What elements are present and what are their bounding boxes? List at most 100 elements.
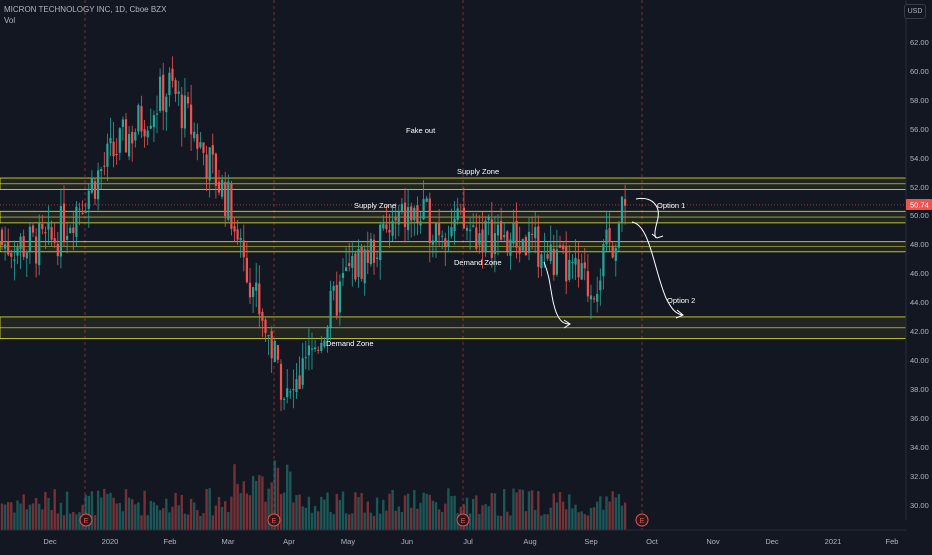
demand-zone-label[interactable]: Demand Zone	[454, 258, 502, 267]
currency-button[interactable]: USD	[904, 4, 926, 19]
volume-bar	[211, 515, 214, 530]
volume-bar	[416, 508, 419, 530]
candle-body	[295, 379, 298, 392]
candle-body	[10, 253, 13, 257]
candle-body	[441, 235, 444, 237]
candle-body	[183, 95, 186, 129]
candle-body	[562, 245, 565, 250]
candle-body	[152, 115, 155, 128]
option-1-arrow[interactable]	[635, 197, 664, 239]
candle-body	[369, 238, 372, 265]
candle-body	[472, 225, 475, 227]
earnings-marker[interactable]: E	[79, 513, 93, 527]
candle-body	[267, 335, 270, 337]
volume-bar	[357, 497, 360, 530]
candle-body	[118, 128, 121, 153]
candle-body	[211, 145, 214, 155]
svg-text:E: E	[84, 518, 89, 525]
volume-bar	[239, 493, 242, 530]
price-tick: 60.00	[910, 67, 929, 76]
candle-body	[599, 280, 602, 291]
volume-indicator-label[interactable]: Vol	[4, 16, 16, 25]
symbol-title[interactable]: MICRON TECHNOLOGY INC, 1D, Cboe BZX	[4, 5, 167, 14]
volume-bar	[518, 489, 521, 530]
volume-bar	[602, 509, 605, 530]
volume-bar	[19, 503, 22, 530]
candle-body	[354, 253, 357, 280]
candle-body	[496, 224, 500, 236]
volume-bar	[72, 511, 75, 530]
option-2-arrow[interactable]	[631, 221, 684, 319]
earnings-marker[interactable]: E	[456, 513, 470, 527]
earnings-marker[interactable]: E	[635, 513, 649, 527]
earnings-markers[interactable]: E E E E	[79, 513, 649, 527]
volume-bar	[441, 512, 444, 530]
volume-bar	[403, 495, 407, 530]
time-axis[interactable]: Dec 2020 Feb Mar Apr May Jun Jul Aug Sep…	[0, 529, 906, 546]
time-label: Aug	[523, 537, 536, 546]
chart-header[interactable]: MICRON TECHNOLOGY INC, 1D, Cboe BZX Vol	[4, 4, 166, 26]
volume-bar	[155, 505, 159, 530]
volume-bar	[143, 490, 146, 530]
volume-bar	[31, 503, 35, 530]
volume-bar	[242, 481, 245, 530]
volume-bar	[425, 493, 428, 530]
volume-bar	[25, 509, 28, 530]
candle-body	[391, 220, 394, 236]
volume-bar	[468, 513, 472, 530]
volume-bar	[202, 513, 205, 530]
candle-body	[503, 234, 506, 238]
volume-bar	[47, 498, 50, 530]
supply-zone-label[interactable]: Supply Zone	[354, 201, 396, 210]
candle-body	[431, 240, 434, 245]
candle-body	[19, 236, 22, 250]
supply-zone-label[interactable]: Supply Zone	[457, 167, 499, 176]
volume-bar	[127, 497, 131, 530]
option-2-label[interactable]: Option 2	[667, 296, 695, 305]
volume-bar	[183, 513, 187, 530]
price-axis[interactable]: 62.00 60.00 58.00 56.00 54.00 52.00 50.0…	[905, 0, 932, 520]
demand-zone-label[interactable]: Demand Zone	[326, 339, 374, 348]
candle-body	[524, 236, 527, 256]
drop-arrow[interactable]	[543, 261, 571, 329]
candle-body	[196, 134, 199, 149]
time-label: Oct	[646, 537, 659, 546]
price-tick: 44.00	[910, 298, 929, 307]
candle-body	[4, 244, 7, 249]
candle-body	[75, 206, 78, 237]
candle-body	[320, 342, 323, 351]
volume-bar	[276, 467, 280, 530]
candle-body	[589, 295, 593, 300]
candle-body	[242, 240, 245, 258]
option-1-label[interactable]: Option 1	[657, 201, 685, 210]
candle-body	[351, 256, 354, 268]
candle-body	[168, 72, 171, 95]
volume-bar	[7, 502, 10, 530]
candle-body	[289, 391, 292, 393]
price-tick: 32.00	[910, 472, 929, 481]
volume-bar	[589, 508, 593, 530]
fake-out-label[interactable]: Fake out	[406, 126, 436, 135]
volume-bar	[214, 505, 218, 530]
volume-bar	[224, 501, 227, 530]
candle-body	[236, 229, 239, 240]
volume-bar	[273, 460, 276, 530]
price-tick: 38.00	[910, 385, 929, 394]
candle-body	[230, 183, 233, 229]
candle-body	[450, 227, 453, 237]
candle-body	[366, 249, 369, 263]
earnings-marker[interactable]: E	[267, 513, 281, 527]
time-label: Sep	[584, 537, 597, 546]
candle-body	[56, 243, 59, 257]
candle-body	[428, 198, 431, 244]
volume-bar	[428, 494, 431, 530]
time-label: Feb	[164, 537, 177, 546]
volume-bar	[34, 497, 38, 530]
candle-body	[506, 231, 509, 252]
volume-bar	[490, 493, 493, 530]
volume-bar	[623, 502, 627, 530]
annotations[interactable]: Fake out Supply Zone Supply Zone Demand …	[326, 126, 695, 348]
candle-body	[419, 221, 422, 226]
